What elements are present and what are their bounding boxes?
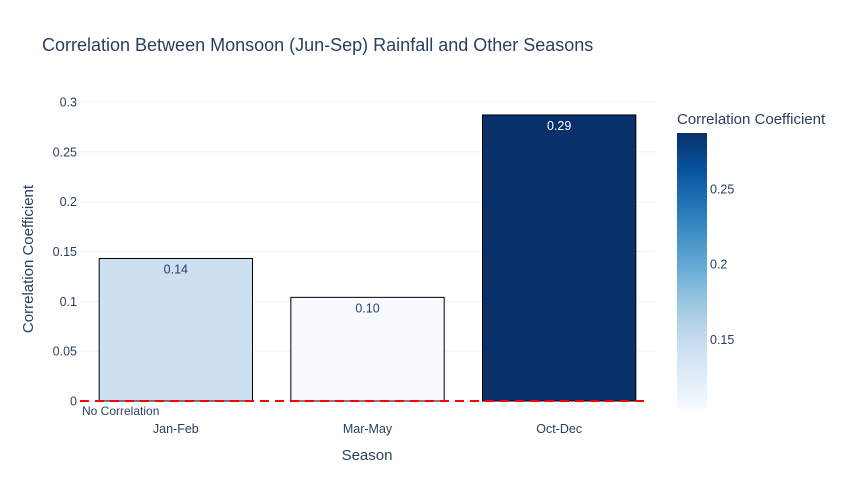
x-tick-label: Mar-May bbox=[343, 422, 393, 436]
bar-value-label: 0.10 bbox=[355, 301, 379, 315]
bar-value-labels: 0.14 0.10 0.29 bbox=[164, 119, 572, 315]
y-tick-label: 0.05 bbox=[53, 345, 77, 359]
x-tick-label: Oct-Dec bbox=[536, 422, 582, 436]
y-tick-label: 0.25 bbox=[53, 145, 77, 159]
colorbar-tick-label: 0.25 bbox=[710, 182, 734, 196]
bar-oct-dec bbox=[482, 114, 637, 402]
x-tick-label: Jan-Feb bbox=[153, 422, 199, 436]
y-tick-label: 0 bbox=[70, 395, 77, 409]
y-tick-label: 0.1 bbox=[60, 295, 77, 309]
y-tick-label: 0.2 bbox=[60, 195, 77, 209]
bar-value-label: 0.29 bbox=[547, 119, 571, 133]
y-axis-title: Correlation Coefficient bbox=[20, 184, 37, 333]
chart-title: Correlation Between Monsoon (Jun-Sep) Ra… bbox=[42, 35, 593, 55]
colorbar-tick-label: 0.15 bbox=[710, 333, 734, 347]
colorbar-title: Correlation Coefficient bbox=[677, 111, 826, 128]
colorbar-ticks: 0.15 0.2 0.25 bbox=[710, 182, 734, 347]
bars bbox=[98, 114, 637, 402]
x-axis-title: Season bbox=[342, 447, 393, 464]
colorbar-tick-label: 0.2 bbox=[710, 258, 727, 272]
y-axis-ticks: 0 0.05 0.1 0.15 0.2 0.25 0.3 bbox=[53, 96, 77, 409]
colorbar bbox=[677, 133, 707, 409]
no-correlation-label: No Correlation bbox=[82, 404, 159, 418]
bar-value-label: 0.14 bbox=[164, 262, 188, 276]
x-axis-ticks: Jan-Feb Mar-May Oct-Dec bbox=[153, 422, 582, 436]
bar-jan-feb bbox=[98, 257, 253, 402]
y-tick-label: 0.3 bbox=[60, 96, 77, 110]
y-tick-label: 0.15 bbox=[53, 245, 77, 259]
